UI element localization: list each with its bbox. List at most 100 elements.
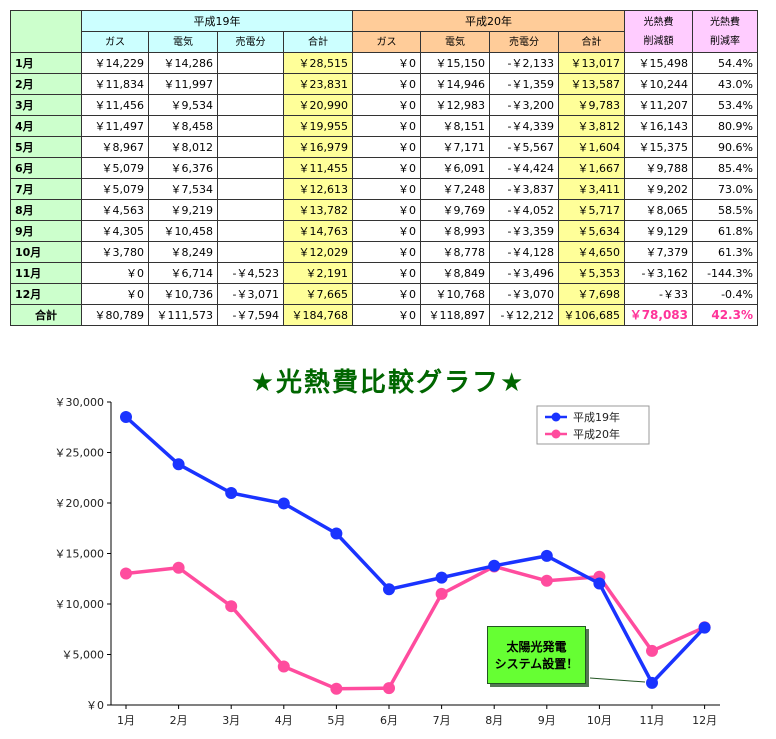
- data-point: [540, 574, 553, 587]
- table-row: 10月 ￥3,780 ￥8,249 ￥12,029 ￥0 ￥8,778 -￥4,128 ￥4,…: [10, 241, 758, 263]
- table-cell: ￥28,515: [283, 52, 353, 74]
- col-header: 合計: [283, 31, 353, 53]
- data-point: [277, 497, 290, 510]
- x-tick-label: 12月: [692, 714, 717, 727]
- legend-swatch-marker: [551, 429, 561, 439]
- table-row: 6月 ￥5,079 ￥6,376 ￥11,455 ￥0 ￥6,091 -￥4,424 ￥1,6…: [10, 157, 758, 179]
- table-cell: ￥8,778: [420, 241, 490, 263]
- total-cell: -￥7,594: [217, 304, 284, 326]
- table-cell: -￥4,339: [489, 115, 559, 137]
- month-label: 1月: [10, 52, 82, 74]
- table-cell: ￥7,171: [420, 136, 490, 158]
- header-savings-rate-line2: 削減率: [710, 35, 740, 47]
- data-point: [383, 682, 395, 695]
- table-cell: ￥9,129: [624, 220, 693, 242]
- table-cell: ￥7,698: [558, 283, 625, 305]
- total-cell: ￥80,789: [81, 304, 149, 326]
- header-h20: 平成20年: [352, 10, 625, 32]
- table-cell: ￥10,244: [624, 73, 693, 95]
- corner-cell: [10, 10, 82, 53]
- month-label: 10月: [10, 241, 82, 263]
- table-cell: ￥7,665: [283, 283, 353, 305]
- table-row: 5月 ￥8,967 ￥8,012 ￥16,979 ￥0 ￥7,171 -￥5,567 ￥1,6…: [10, 136, 758, 158]
- table-cell: ￥0: [352, 157, 421, 179]
- total-label: 合計: [10, 304, 82, 326]
- legend-label: 平成19年: [573, 410, 620, 424]
- chart-title: ★光熱費比較グラフ★: [250, 368, 526, 398]
- y-tick-label: ￥30,000: [55, 396, 105, 409]
- y-tick-label: ￥0: [86, 699, 104, 712]
- y-tick-label: ￥5,000: [62, 649, 105, 662]
- x-tick-label: 9月: [538, 714, 556, 727]
- x-tick-label: 10月: [587, 714, 612, 727]
- table-cell: ￥13,017: [558, 52, 625, 74]
- table-cell: ￥19,955: [283, 115, 353, 137]
- table-cell: -￥3,496: [489, 262, 559, 284]
- table-cell: ￥8,012: [148, 136, 218, 158]
- table-cell: 90.6%: [692, 136, 758, 158]
- header-savings-amount: 光熱費 削減額: [624, 10, 693, 53]
- col-header: ガス: [352, 31, 421, 53]
- data-point: [540, 549, 553, 562]
- data-point: [225, 487, 238, 500]
- series-line: [124, 415, 706, 685]
- table-row: 9月 ￥4,305 ￥10,458 ￥14,763 ￥0 ￥8,993 -￥3,359 ￥5,…: [10, 220, 758, 242]
- month-label: 12月: [10, 283, 82, 305]
- total-cell: ￥184,768: [283, 304, 353, 326]
- data-point: [330, 527, 343, 540]
- table-cell: 43.0%: [692, 73, 758, 95]
- table-cell: ￥5,634: [558, 220, 625, 242]
- table-cell: ￥14,763: [283, 220, 353, 242]
- table-cell: -￥4,052: [489, 199, 559, 221]
- month-label: 5月: [10, 136, 82, 158]
- total-row: 合計 ￥80,789 ￥111,573 -￥7,594 ￥184,768 ￥0 …: [10, 304, 758, 326]
- data-point: [172, 458, 185, 471]
- x-tick-label: 6月: [380, 714, 398, 727]
- table-cell: ￥20,990: [283, 94, 353, 116]
- table-cell: 61.8%: [692, 220, 758, 242]
- table-cell: -￥3,071: [217, 283, 284, 305]
- x-tick-label: 4月: [275, 714, 293, 727]
- table-cell: ￥8,993: [420, 220, 490, 242]
- table-cell: -￥4,424: [489, 157, 559, 179]
- month-label: 9月: [10, 220, 82, 242]
- col-header: 売電分: [217, 31, 284, 53]
- legend-label: 平成20年: [573, 427, 620, 441]
- table-row: 11月 ￥0 ￥6,714 -￥4,523 ￥2,191 ￥0 ￥8,849 -￥3,496 ￥…: [10, 262, 758, 284]
- callout-pointer: [589, 677, 646, 683]
- table-row: 8月 ￥4,563 ￥9,219 ￥13,782 ￥0 ￥9,769 -￥4,052 ￥5,7…: [10, 199, 758, 221]
- table-cell: 61.3%: [692, 241, 758, 263]
- table-cell: ￥10,768: [420, 283, 490, 305]
- table-cell: ￥9,202: [624, 178, 693, 200]
- col-header: ガス: [81, 31, 149, 53]
- table-cell: ￥8,151: [420, 115, 490, 137]
- table-cell: ￥9,769: [420, 199, 490, 221]
- table-cell: ￥5,353: [558, 262, 625, 284]
- table-cell: ￥13,782: [283, 199, 353, 221]
- series-2: [120, 560, 711, 695]
- col-header: 合計: [558, 31, 625, 53]
- callout-line2: システム設置！: [494, 657, 579, 671]
- col-header: 電気: [420, 31, 490, 53]
- total-cell: -￥12,212: [489, 304, 559, 326]
- table-cell: ￥3,411: [558, 178, 625, 200]
- y-tick-label: ￥20,000: [55, 497, 105, 510]
- total-cell: ￥111,573: [148, 304, 218, 326]
- table-cell: -￥1,359: [489, 73, 559, 95]
- table-row: 1月 ￥14,229 ￥14,286 ￥28,515 ￥0 ￥15,150 -￥2,133 ￥…: [10, 52, 758, 74]
- table-cell: ￥6,714: [148, 262, 218, 284]
- total-cell: ￥118,897: [420, 304, 490, 326]
- x-tick-label: 1月: [117, 714, 135, 727]
- x-tick-label: 3月: [222, 714, 240, 727]
- data-point: [172, 561, 185, 574]
- table-cell: ￥15,498: [624, 52, 693, 74]
- table-cell: 53.4%: [692, 94, 758, 116]
- table-cell: ￥0: [352, 199, 421, 221]
- table-row: 7月 ￥5,079 ￥7,534 ￥12,613 ￥0 ￥7,248 -￥3,837 ￥3,4…: [10, 178, 758, 200]
- x-tick-label: 11月: [640, 714, 665, 727]
- total-cell: ￥0: [352, 304, 421, 326]
- data-point: [277, 660, 290, 673]
- y-tick-label: ￥10,000: [55, 598, 105, 611]
